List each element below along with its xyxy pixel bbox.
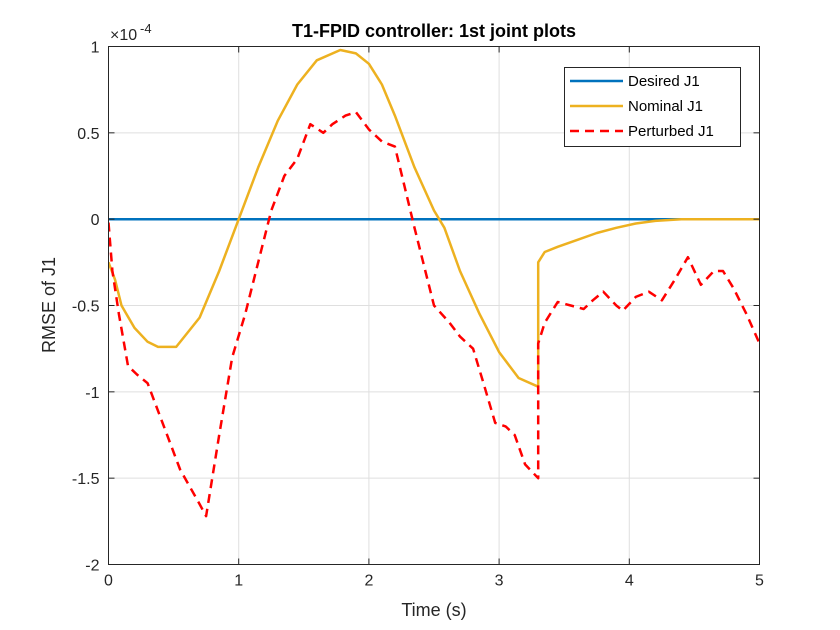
x-axis-label: Time (s) — [401, 600, 466, 620]
legend-entry-label: Nominal J1 — [628, 98, 703, 115]
y-tick-label: 0 — [91, 212, 100, 229]
y-tick-label: -0.5 — [72, 299, 100, 316]
x-tick-label: 3 — [495, 573, 504, 590]
exponent-power: -4 — [140, 21, 152, 36]
y-tick-label: 0.5 — [77, 126, 99, 143]
x-tick-label: 4 — [625, 573, 634, 590]
exponent-label: ×10 -4 — [110, 21, 152, 44]
legend-entry-label: Desired J1 — [628, 73, 700, 90]
x-tick-label: 0 — [104, 573, 113, 590]
legend: Desired J1 Nominal J1 Perturbed J1 — [564, 67, 741, 147]
x-tick-label: 1 — [234, 573, 243, 590]
y-tick-label: -1 — [85, 385, 99, 402]
exponent-base: ×10 — [110, 27, 137, 44]
y-tick-label: 1 — [91, 40, 100, 57]
y-tick-label: -2 — [85, 558, 99, 575]
y-axis-label: RMSE of J1 — [39, 257, 59, 353]
legend-entry-label: Perturbed J1 — [628, 123, 714, 140]
chart-title: T1-FPID controller: 1st joint plots — [292, 21, 576, 41]
x-tick-label: 2 — [364, 573, 373, 590]
x-tick-label: 5 — [755, 573, 764, 590]
series-group — [108, 48, 760, 518]
ticks — [108, 46, 760, 565]
y-tick-label: -1.5 — [72, 471, 100, 488]
tick-labels: 0 1 2 3 4 5 -2 -1.5 -1 -0.5 0 0.5 1 — [72, 40, 764, 590]
series-line-nominal-j1 — [108, 48, 760, 388]
